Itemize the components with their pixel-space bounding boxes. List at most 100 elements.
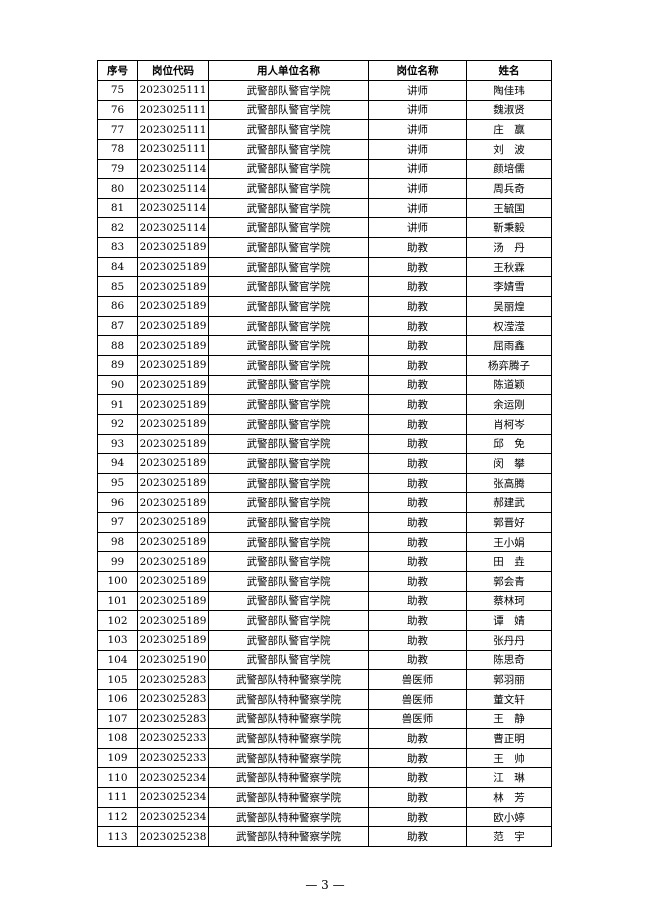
table-cell: 87 [97,315,138,337]
table-cell: 助教 [368,335,467,356]
table-cell: 屈雨鑫 [466,335,552,356]
table-cell: 武警部队警官学院 [208,512,369,533]
table-row: 87 2023025189 武警部队警官学院 助教 权滢滢 [97,315,552,337]
table-cell: 田 垚 [466,551,552,573]
table-cell: 武警部队警官学院 [208,531,369,553]
table-cell: 助教 [368,767,467,789]
table-cell: 助教 [368,315,467,337]
table-row: 95 2023025189 武警部队警官学院 助教 张高腾 [97,472,552,494]
table-cell: 96 [97,492,138,514]
table-cell: 武警部队警官学院 [208,394,369,415]
table-cell: 武警部队警官学院 [208,296,369,317]
table-cell: 2023025189 [137,472,209,494]
table-cell: 2023025189 [137,394,209,415]
table-cell: 武警部队警官学院 [208,649,369,671]
table-cell: 2023025234 [137,806,209,828]
table-cell: 李婧雪 [466,276,552,298]
table-cell: 77 [97,119,138,140]
table-cell: 兽医师 [368,669,467,690]
table-cell: 助教 [368,492,467,514]
table-cell: 2023025189 [137,354,209,376]
table-cell: 范 宇 [466,826,552,847]
table-cell: 武警部队警官学院 [208,256,369,278]
table-cell: 2023025189 [137,237,209,258]
table-cell: 助教 [368,590,467,612]
table-row: 113 2023025238 武警部队特种警察学院 助教范 宇 [97,826,552,847]
table-cell: 113 [97,826,138,847]
table-cell: 武警部队警官学院 [208,374,369,396]
table-cell: 90 [97,374,138,396]
table-cell: 93 [97,433,138,455]
table-row: 111 2023025234 武警部队特种警察学院 助教林 芳 [97,787,552,808]
table-cell: 武警部队警官学院 [208,354,369,376]
table-row: 89 2023025189 武警部队警官学院 助教 杨弈腾子 [97,354,552,376]
table-cell: 2023025233 [137,747,209,769]
table: 序号 岗位代码 用人单位名称 岗位名称 姓名 75 2023025111 武警部队警官学院讲… [97,60,552,847]
table-cell: 陈道颖 [466,374,552,396]
table-cell: 89 [97,354,138,376]
table-cell: 2023025189 [137,610,209,631]
table-cell: 108 [97,728,138,749]
table-row: 104 2023025190 武警部队警官学院 助教 陈思奇 [97,649,552,671]
table-cell: 107 [97,708,138,730]
table-cell: 武警部队警官学院 [208,492,369,514]
table-cell: 助教 [368,453,467,474]
table-row: 92 2023025189 武警部队警官学院 助教 肖柯岑 [97,413,552,435]
table-cell: 武警部队警官学院 [208,138,369,160]
table-cell: 94 [97,453,138,474]
table-cell: 2023025189 [137,433,209,455]
table-row: 103 2023025189 武警部队警官学院 助教 张丹丹 [97,629,552,651]
table-cell: 谭 婧 [466,610,552,631]
header-cell: 岗位代码 [137,60,209,81]
table-cell: 王毓国 [466,197,552,219]
table-cell: 助教 [368,571,467,592]
table-row: 91 2023025189 武警部队警官学院 助教 余运刚 [97,394,552,415]
table-cell: 武警部队警官学院 [208,453,369,474]
table-cell: 武警部队特种警察学院 [208,806,369,828]
table-cell: 2023025114 [137,217,209,239]
table-cell: 武警部队警官学院 [208,158,369,180]
table-cell: 欧小婷 [466,806,552,828]
table-cell: 武警部队警官学院 [208,99,369,121]
table-cell: 江 琳 [466,767,552,789]
table-cell: 武警部队警官学院 [208,590,369,612]
table-row: 106 2023025283 武警部队特种警察学院 兽医师 董文轩 [97,688,552,710]
table-cell: 助教 [368,237,467,258]
table-row: 82 2023025114 武警部队警官学院 讲师 靳秉毅 [97,217,552,239]
table-cell: 2023025189 [137,374,209,396]
table-cell: 郭羽丽 [466,669,552,690]
table-cell: 武警部队特种警察学院 [208,708,369,730]
table-cell: 武警部队警官学院 [208,197,369,219]
table-cell: 2023025111 [137,119,209,140]
header-cell: 序号 [97,60,138,81]
table-cell: 讲师 [368,178,467,199]
header-cell: 用人单位名称 [208,60,369,81]
table-row: 88 2023025189 武警部队警官学院 助教 屈雨鑫 [97,335,552,356]
table-cell: 2023025114 [137,178,209,199]
table-cell: 助教 [368,512,467,533]
table-cell: 助教 [368,787,467,808]
table-row: 100 2023025189 武警部队警官学院 助教 郭会青 [97,571,552,592]
table-row: 110 2023025234 武警部队特种警察学院 助教江 琳 [97,767,552,789]
table-cell: 2023025114 [137,197,209,219]
table-cell: 86 [97,296,138,317]
table-cell: 82 [97,217,138,239]
table-cell: 106 [97,688,138,710]
table-cell: 武警部队警官学院 [208,276,369,298]
table-cell: 助教 [368,433,467,455]
table-row: 81 2023025114 武警部队警官学院 讲师 王毓国 [97,197,552,219]
table-cell: 助教 [368,394,467,415]
table-cell: 2023025189 [137,296,209,317]
table-cell: 2023025283 [137,669,209,690]
table-cell: 2023025189 [137,571,209,592]
table-row: 108 2023025233 武警部队特种警察学院 助教 曹正明 [97,728,552,749]
table-cell: 111 [97,787,138,808]
table-cell: 权滢滢 [466,315,552,337]
table-row: 94 2023025189 武警部队警官学院 助教闵 攀 [97,453,552,474]
table-cell: 85 [97,276,138,298]
table-cell: 郭晋好 [466,512,552,533]
table-cell: 助教 [368,413,467,435]
table-cell: 2023025238 [137,826,209,847]
table-cell: 助教 [368,531,467,553]
table-cell: 兽医师 [368,708,467,730]
